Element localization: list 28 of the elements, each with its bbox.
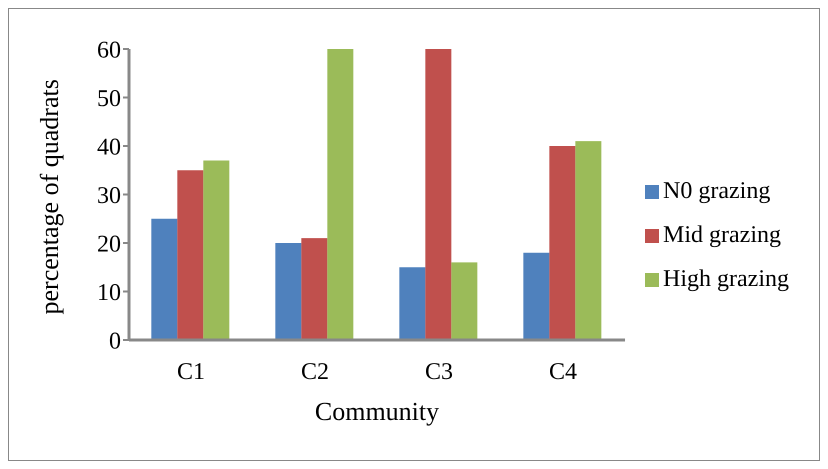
y-axis-title: percentage of quadrats xyxy=(35,79,64,314)
y-tick-label: 10 xyxy=(97,280,121,306)
bar xyxy=(575,141,602,340)
bar xyxy=(425,49,452,340)
legend-label: High grazing xyxy=(663,266,789,292)
bar xyxy=(203,160,230,340)
legend-label: Mid grazing xyxy=(663,222,782,248)
bar xyxy=(301,238,328,340)
bar xyxy=(327,49,354,340)
x-tick-label: C3 xyxy=(425,359,454,386)
bar xyxy=(451,262,478,340)
y-tick-label: 60 xyxy=(97,38,121,64)
bar xyxy=(399,267,426,340)
x-axis-title: Community xyxy=(314,397,440,426)
bar xyxy=(549,146,576,340)
y-tick-label: 20 xyxy=(97,232,121,258)
x-tick-label: C2 xyxy=(301,359,330,386)
x-tick-label: C4 xyxy=(549,359,578,386)
y-tick-label: 50 xyxy=(97,86,121,112)
bar xyxy=(275,243,302,340)
x-tick-label: C1 xyxy=(176,359,206,386)
bar xyxy=(177,170,204,340)
y-tick-label: 40 xyxy=(97,134,121,161)
bar xyxy=(523,252,550,340)
bar xyxy=(151,218,178,340)
y-tick-label: 30 xyxy=(97,183,121,210)
y-tick-label: 0 xyxy=(109,328,121,355)
legend-label: N0 grazing xyxy=(663,178,770,204)
